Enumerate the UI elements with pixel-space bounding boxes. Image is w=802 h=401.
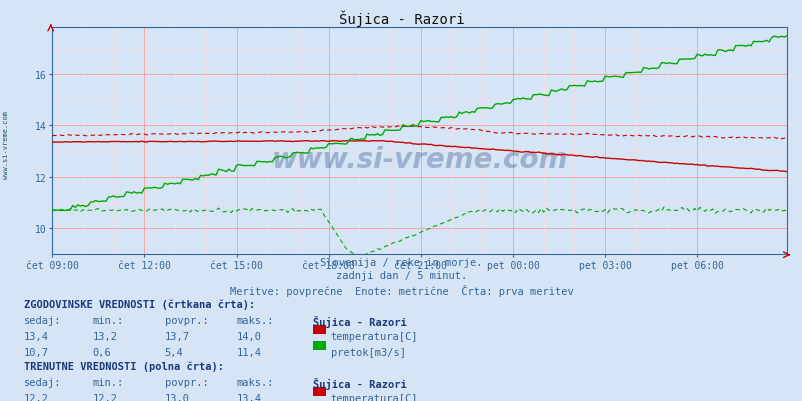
Text: 5,4: 5,4	[164, 347, 183, 357]
Text: 11,4: 11,4	[237, 347, 261, 357]
Text: 13,0: 13,0	[164, 393, 189, 401]
Text: Šujica - Razori: Šujica - Razori	[313, 315, 407, 327]
Text: min.:: min.:	[92, 377, 124, 387]
Text: pretok[m3/s]: pretok[m3/s]	[330, 347, 405, 357]
Text: Meritve: povprečne  Enote: metrične  Črta: prva meritev: Meritve: povprečne Enote: metrične Črta:…	[229, 284, 573, 296]
Text: povpr.:: povpr.:	[164, 377, 208, 387]
Text: 13,7: 13,7	[164, 331, 189, 341]
Text: 13,2: 13,2	[92, 331, 117, 341]
Text: maks.:: maks.:	[237, 377, 274, 387]
Text: 10,7: 10,7	[24, 347, 49, 357]
Text: 12,2: 12,2	[92, 393, 117, 401]
Text: Šujica - Razori: Šujica - Razori	[313, 377, 407, 389]
Text: 13,4: 13,4	[24, 331, 49, 341]
Text: temperatura[C]: temperatura[C]	[330, 331, 418, 341]
Text: temperatura[C]: temperatura[C]	[330, 393, 418, 401]
Text: zadnji dan / 5 minut.: zadnji dan / 5 minut.	[335, 271, 467, 281]
Text: 13,4: 13,4	[237, 393, 261, 401]
Text: Šujica - Razori: Šujica - Razori	[338, 10, 464, 26]
Text: sedaj:: sedaj:	[24, 315, 62, 325]
Text: www.si-vreme.com: www.si-vreme.com	[3, 110, 10, 178]
Text: min.:: min.:	[92, 315, 124, 325]
Text: ZGODOVINSKE VREDNOSTI (črtkana črta):: ZGODOVINSKE VREDNOSTI (črtkana črta):	[24, 299, 255, 309]
Text: maks.:: maks.:	[237, 315, 274, 325]
Text: 14,0: 14,0	[237, 331, 261, 341]
Text: Slovenija / reke in morje.: Slovenija / reke in morje.	[320, 257, 482, 267]
Text: sedaj:: sedaj:	[24, 377, 62, 387]
Text: TRENUTNE VREDNOSTI (polna črta):: TRENUTNE VREDNOSTI (polna črta):	[24, 361, 224, 371]
Text: povpr.:: povpr.:	[164, 315, 208, 325]
Text: 12,2: 12,2	[24, 393, 49, 401]
Text: 0,6: 0,6	[92, 347, 111, 357]
Text: www.si-vreme.com: www.si-vreme.com	[271, 146, 567, 174]
